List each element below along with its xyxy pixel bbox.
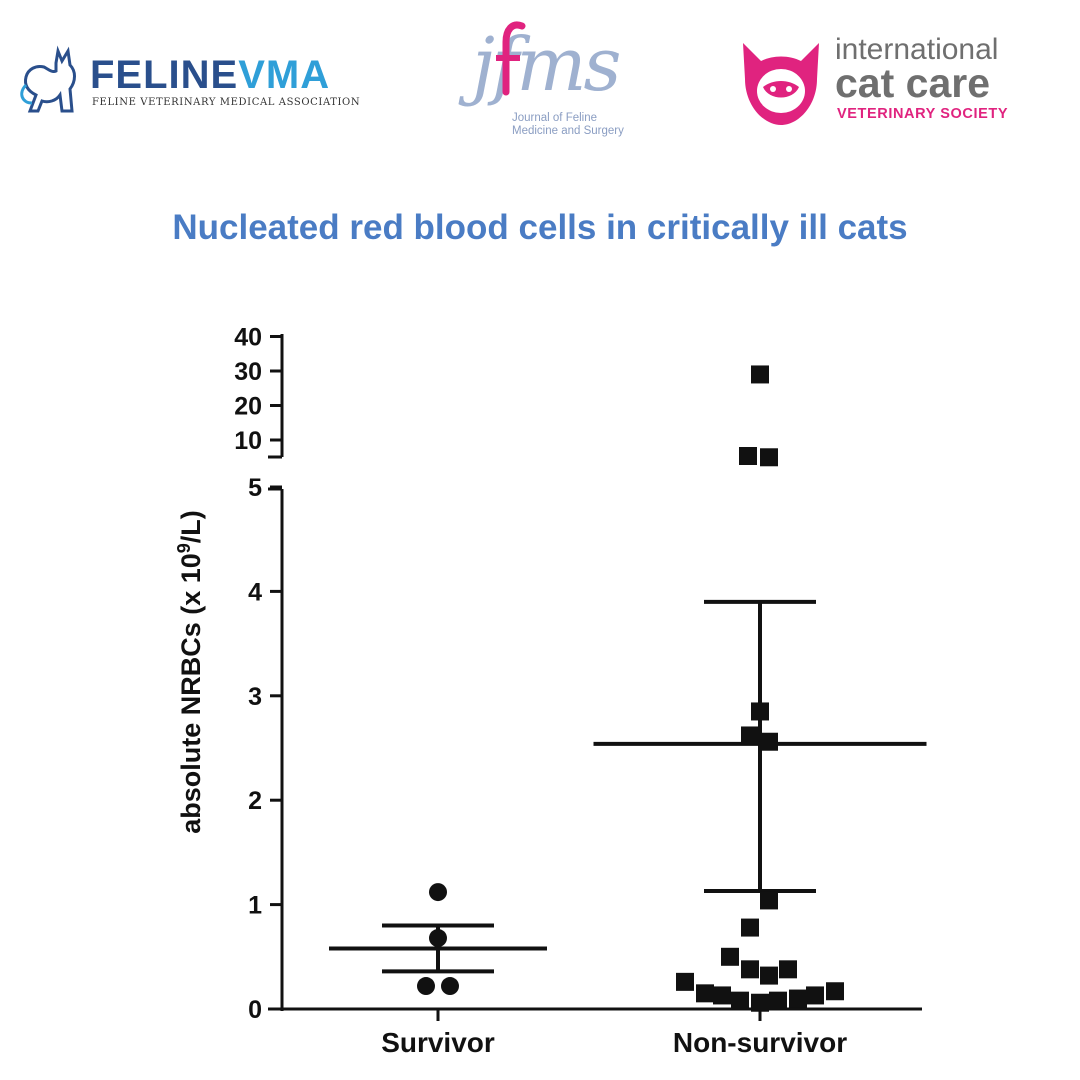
non-survivor-point-14 [713, 986, 731, 1005]
x-tick-label-survivor: Survivor [381, 1027, 495, 1058]
y-tick-label-1: 1 [248, 892, 262, 920]
feline-word: FELINE [90, 53, 239, 97]
feline-subtitle: FELINE VETERINARY MEDICAL ASSOCIATION [92, 97, 361, 108]
jfms-subtitle-line1: Journal of Feline [512, 112, 598, 124]
y-tick-label-40: 40 [234, 324, 262, 352]
non-survivor-point-6 [760, 891, 778, 910]
non-survivor-point-5 [760, 732, 778, 751]
data-points [417, 365, 844, 1012]
non-survivor-point-0 [751, 365, 769, 384]
y-tick-label-3: 3 [248, 683, 262, 711]
vma-word: VMA [238, 53, 331, 97]
icc-logo: international cat care VETERINARY SOCIET… [733, 33, 1053, 133]
y-tick-label-4: 4 [248, 578, 262, 606]
non-survivor-point-15 [731, 991, 749, 1010]
non-survivor-point-13 [696, 984, 714, 1003]
icc-line1: international [835, 33, 999, 66]
non-survivor-point-12 [676, 972, 694, 991]
y-axis-label-end: /L) [176, 510, 206, 543]
non-survivor-point-7 [741, 918, 759, 937]
cat-face-icon [743, 43, 819, 125]
y-tick-label-20: 20 [234, 393, 262, 421]
y-axis-label: absolute NRBCs (x 109/L) [174, 510, 206, 834]
survivor-point-2 [417, 977, 435, 996]
non-survivor-point-19 [806, 986, 824, 1005]
y-tick-label-2: 2 [248, 787, 262, 815]
jfms-f-accent-icon [496, 21, 526, 96]
y-axis-label-sup: 9 [174, 543, 194, 553]
survivor-point-3 [441, 977, 459, 996]
y-tick-label-5: 5 [248, 474, 262, 502]
jfms-subtitle-line2: Medicine and Surgery [512, 125, 624, 137]
non-survivor-point-2 [760, 448, 778, 467]
survivor-point-1 [429, 929, 447, 948]
cat-silhouette-icon [20, 45, 76, 113]
y-ticks: 0 1 2 3 4 5 10 20 30 40 [234, 324, 282, 1024]
mean-sem-bars [329, 599, 927, 974]
non-survivor-point-20 [826, 982, 844, 1001]
icc-line3: VETERINARY SOCIETY [837, 106, 1009, 122]
non-survivor-point-4 [741, 726, 759, 745]
non-survivor-point-11 [779, 960, 797, 979]
non-survivor-point-3 [751, 702, 769, 721]
feline-vma-logo: FELINEVMA FELINE VETERINARY MEDICAL ASSO… [18, 45, 360, 115]
non-survivor-point-18 [789, 989, 807, 1008]
non-survivor-point-8 [721, 947, 739, 966]
chart-axes [268, 334, 922, 1021]
y-tick-label-30: 30 [234, 358, 262, 386]
y-tick-label-0: 0 [248, 996, 262, 1024]
jfms-logo: jfms Journal of Feline Medicine and Surg… [460, 20, 660, 145]
non-survivor-point-1 [739, 447, 757, 465]
non-survivor-point-16 [751, 993, 769, 1012]
jfms-word: jfms [472, 22, 621, 108]
icc-line2: cat care [835, 60, 991, 106]
y-tick-label-10: 10 [234, 427, 262, 455]
non-survivor-point-9 [741, 960, 759, 979]
x-tick-label-non-survivor: Non-survivor [673, 1027, 847, 1058]
non-survivor-point-10 [760, 966, 778, 985]
page-title: Nucleated red blood cells in critically … [172, 208, 908, 247]
non-survivor-point-17 [769, 991, 787, 1010]
survivor-point-0 [429, 883, 447, 902]
y-axis-label-main: absolute NRBCs (x 10 [176, 553, 206, 834]
